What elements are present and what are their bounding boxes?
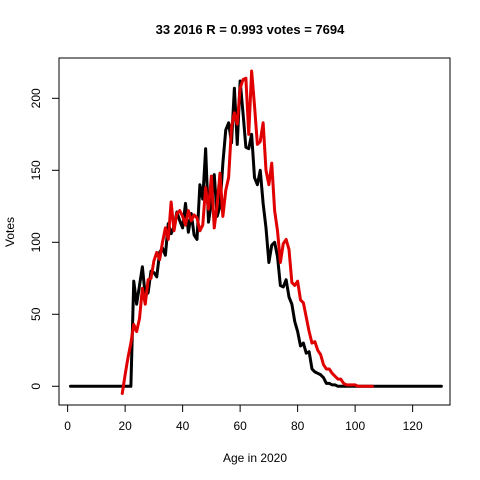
y-tick-label: 0 — [29, 383, 43, 390]
series-line-1 — [122, 71, 372, 394]
x-tick-label: 80 — [291, 419, 305, 433]
x-tick-label: 20 — [118, 419, 132, 433]
x-tick-label: 60 — [233, 419, 247, 433]
y-tick-label: 100 — [29, 232, 43, 252]
x-axis-label: Age in 2020 — [223, 451, 287, 465]
x-tick-label: 120 — [403, 419, 423, 433]
series-layer — [71, 71, 442, 394]
y-tick-label: 200 — [29, 88, 43, 108]
chart-title: 33 2016 R = 0.993 votes = 7694 — [156, 22, 345, 37]
y-tick-label: 50 — [29, 307, 43, 321]
x-tick-label: 100 — [345, 419, 365, 433]
x-tick-label: 0 — [64, 419, 71, 433]
x-axis: 0 20 40 60 80 100 120 — [64, 405, 423, 433]
y-axis: 0 50 100 150 200 — [29, 88, 59, 390]
y-tick-label: 150 — [29, 160, 43, 180]
x-tick-label: 40 — [176, 419, 190, 433]
y-axis-label: Votes — [3, 217, 17, 247]
